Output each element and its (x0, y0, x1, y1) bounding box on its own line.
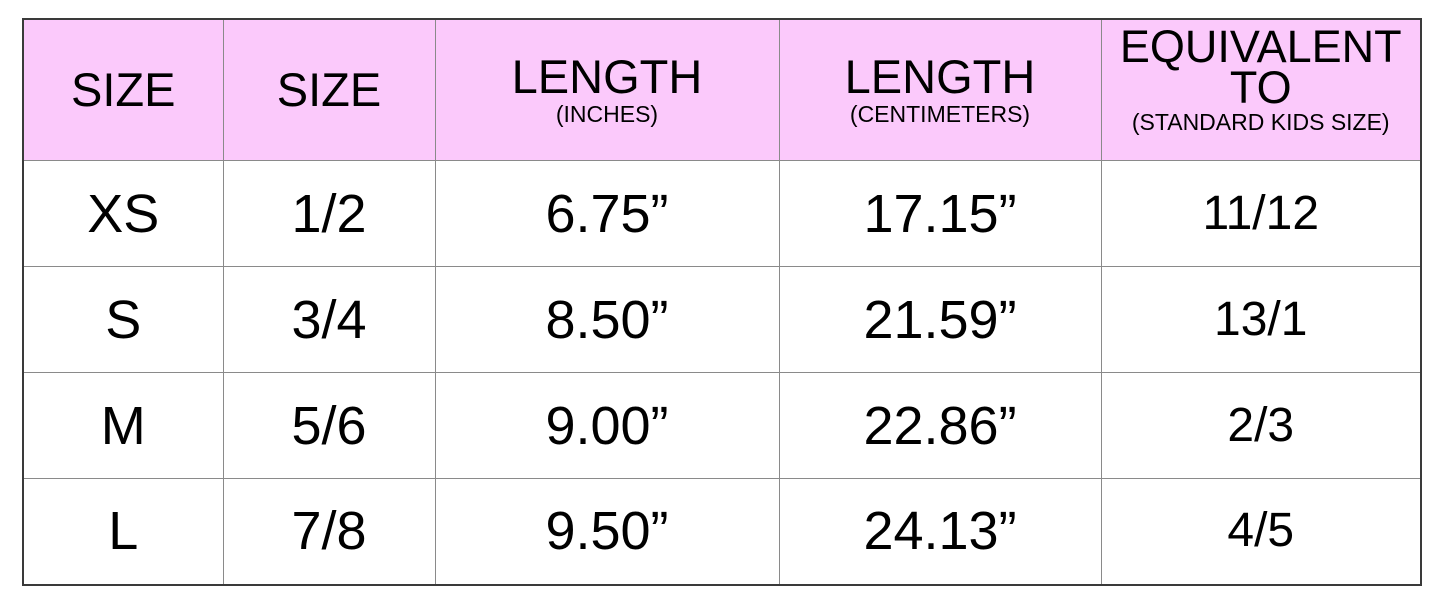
header-row: SIZE SIZE LENGTH (INCHES) LENGTH (22, 18, 1422, 161)
cell-equivalent-size: 4/5 (1100, 478, 1422, 585)
cell-length-centimeters: 17.15” (778, 160, 1102, 267)
column-header-title: SIZE (71, 62, 176, 116)
size-chart-table: SIZE SIZE LENGTH (INCHES) LENGTH (22, 18, 1422, 586)
table-header: SIZE SIZE LENGTH (INCHES) LENGTH (22, 18, 1422, 161)
table-row: S 3/4 8.50” 21.59” 13/1 (22, 266, 1422, 373)
header-cell-inner: SIZE (224, 20, 435, 160)
cell-length-centimeters: 22.86” (778, 372, 1102, 479)
header-cell-inner: LENGTH (CENTIMETERS) (780, 20, 1101, 160)
column-header-subtitle: (INCHES) (555, 100, 659, 127)
size-chart-container: SIZE SIZE LENGTH (INCHES) LENGTH (22, 18, 1422, 586)
cell-length-inches: 6.75” (434, 160, 780, 267)
header-cell-inner: LENGTH (INCHES) (436, 20, 779, 160)
cell-length-inches: 9.00” (434, 372, 780, 479)
cell-size-letter: S (22, 266, 224, 373)
column-header-title: LENGTH (511, 50, 703, 104)
column-header-length-inches: LENGTH (INCHES) (434, 18, 780, 161)
table-row: L 7/8 9.50” 24.13” 4/5 (22, 478, 1422, 585)
cell-length-inches: 8.50” (434, 266, 780, 373)
cell-size-letter: M (22, 372, 224, 479)
cell-size-number: 3/4 (222, 266, 436, 373)
table-row: XS 1/2 6.75” 17.15” 11/12 (22, 160, 1422, 267)
column-header-equivalent-to: EQUIVALENT TO (STANDARD KIDS SIZE) (1100, 18, 1422, 161)
table-row: M 5/6 9.00” 22.86” 2/3 (22, 372, 1422, 479)
column-header-title: SIZE (276, 62, 382, 116)
cell-length-centimeters: 24.13” (778, 478, 1102, 585)
header-cell-inner: EQUIVALENT TO (STANDARD KIDS SIZE) (1102, 20, 1421, 160)
cell-equivalent-size: 13/1 (1100, 266, 1422, 373)
column-header-title: LENGTH (844, 50, 1036, 104)
cell-equivalent-size: 11/12 (1100, 160, 1422, 267)
cell-size-letter: L (22, 478, 224, 585)
column-header-size-letter: SIZE (22, 18, 224, 161)
cell-size-letter: XS (22, 160, 224, 267)
cell-length-centimeters: 21.59” (778, 266, 1102, 373)
column-header-size-number: SIZE (222, 18, 436, 161)
cell-size-number: 1/2 (222, 160, 436, 267)
table-body: XS 1/2 6.75” 17.15” 11/12 S 3/4 8.50” 21… (22, 160, 1422, 585)
cell-equivalent-size: 2/3 (1100, 372, 1422, 479)
cell-size-number: 7/8 (222, 478, 436, 585)
column-header-length-centimeters: LENGTH (CENTIMETERS) (778, 18, 1102, 161)
column-header-subtitle: (STANDARD KIDS SIZE) (1131, 108, 1390, 135)
cell-length-inches: 9.50” (434, 478, 780, 585)
column-header-title: EQUIVALENT TO (1119, 21, 1402, 114)
header-cell-inner: SIZE (24, 20, 223, 160)
column-header-subtitle: (CENTIMETERS) (849, 100, 1031, 127)
cell-size-number: 5/6 (222, 372, 436, 479)
